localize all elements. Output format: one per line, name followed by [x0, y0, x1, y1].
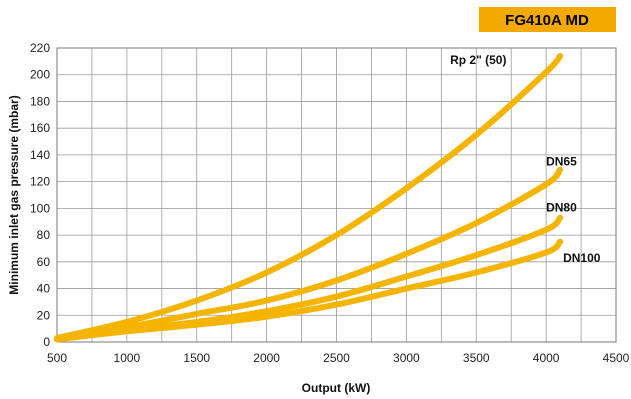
x-tick-label: 500 — [47, 351, 67, 365]
y-tick-label: 200 — [30, 68, 50, 82]
y-tick-label: 20 — [37, 308, 51, 322]
series-label-dn80: DN80 — [546, 201, 577, 215]
x-tick-label: 3500 — [463, 351, 490, 365]
series-line-rp-2-50 — [54, 53, 564, 341]
plot-frame — [56, 47, 617, 343]
y-tick-label: 120 — [30, 175, 50, 189]
x-tick-label: 2000 — [253, 351, 280, 365]
x-axis-ticks: 500 1000 1500 2000 2500 3000 3500 4000 4500 — [47, 351, 630, 365]
y-tick-label: 40 — [37, 282, 51, 296]
y-tick-label: 220 — [30, 41, 50, 55]
x-tick-label: 2500 — [323, 351, 350, 365]
series-lines — [54, 53, 564, 343]
series-line-dn65 — [54, 166, 564, 343]
series-label-dn65: DN65 — [546, 155, 577, 169]
y-tick-label: 160 — [30, 121, 50, 135]
title-badge-background — [479, 7, 616, 32]
x-tick-label: 4500 — [603, 351, 630, 365]
series-label-rp-2-50: Rp 2" (50) — [450, 53, 506, 67]
y-tick-label: 60 — [37, 255, 51, 269]
series-label-dn100: DN100 — [563, 251, 601, 265]
title-badge: FG410A MD — [479, 7, 616, 32]
x-tick-label: 3000 — [393, 351, 420, 365]
series-line-dn100 — [54, 238, 564, 343]
y-axis-ticks: 0 20 40 60 80 100 120 140 160 180 200 220 — [30, 41, 50, 349]
y-tick-label: 0 — [43, 335, 50, 349]
y-tick-label: 180 — [30, 94, 50, 108]
y-axis-title: Minimum inlet gas pressure (mbar) — [7, 95, 21, 294]
y-tick-label: 100 — [30, 201, 50, 215]
x-tick-label: 4000 — [533, 351, 560, 365]
title-badge-text: FG410A MD — [505, 12, 589, 29]
x-tick-label: 1000 — [114, 351, 141, 365]
x-tick-label: 1500 — [183, 351, 210, 365]
y-tick-label: 80 — [37, 228, 51, 242]
series-labels: Rp 2" (50) DN65 DN80 DN100 — [450, 53, 601, 265]
x-axis-title: Output (kW) — [302, 381, 371, 395]
y-tick-label: 140 — [30, 148, 50, 162]
